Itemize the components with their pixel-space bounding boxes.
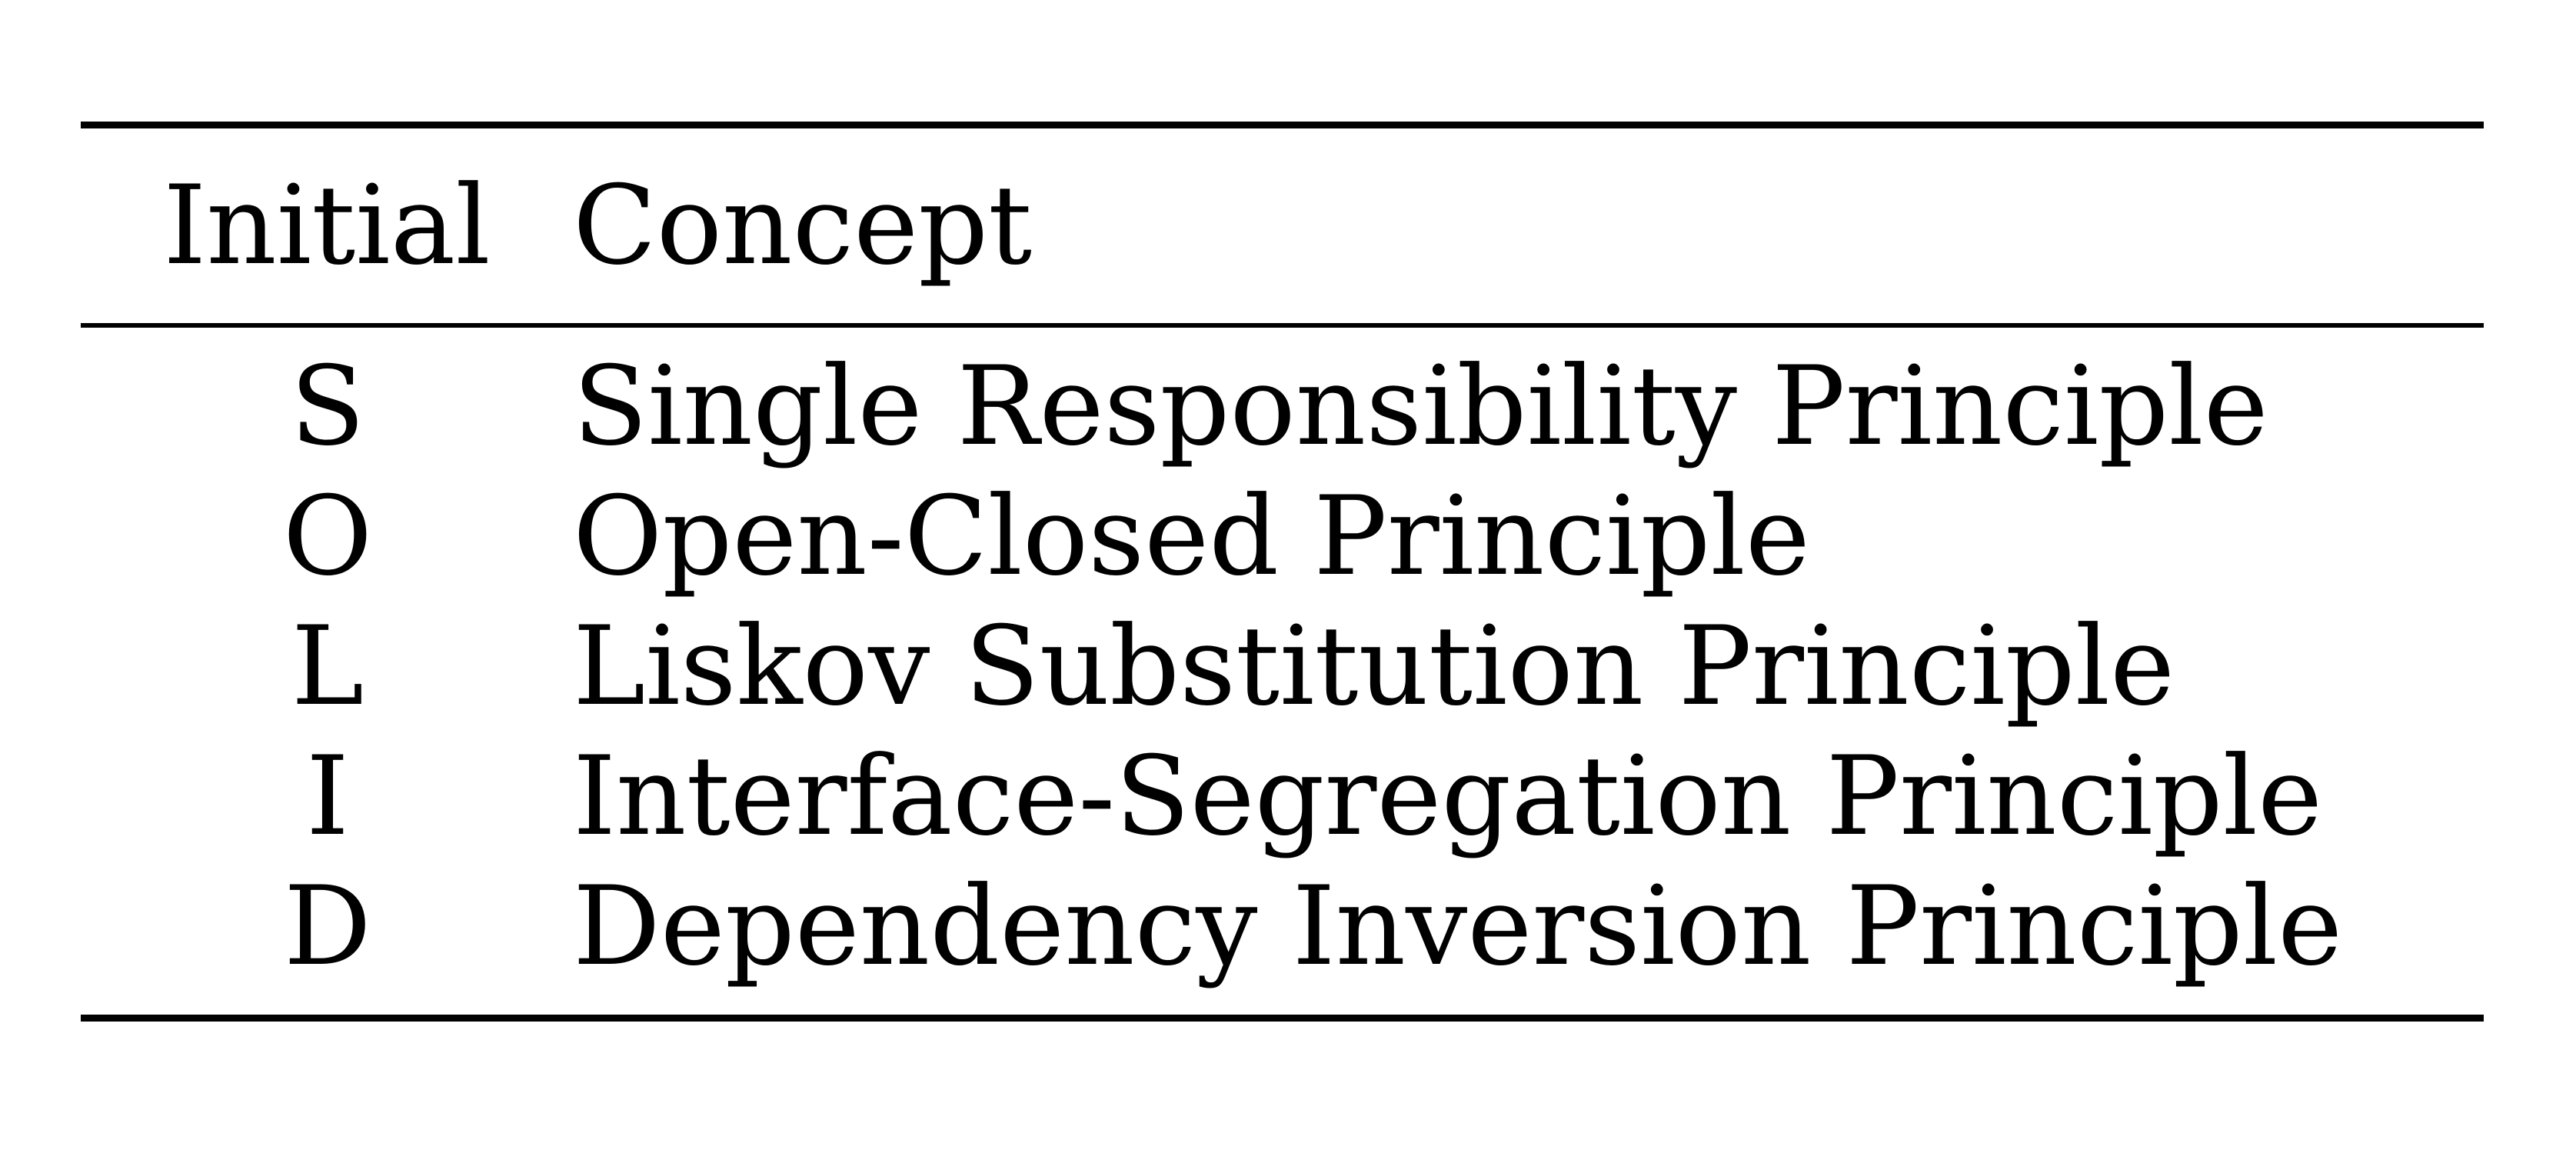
initial-cell: S	[290, 342, 365, 470]
header-rule	[81, 323, 2484, 328]
header-concept: Concept	[573, 162, 1033, 289]
bottom-rule	[81, 1015, 2484, 1022]
table-row: I Interface-Segregation Principle	[81, 732, 2484, 862]
header-row: Initial Concept	[81, 128, 2484, 323]
header-initial: Initial	[163, 162, 491, 289]
initial-cell: L	[291, 602, 364, 730]
concept-cell: Open-Closed Principle	[573, 472, 1810, 600]
solid-table: Initial Concept S Single Responsibility …	[81, 122, 2484, 1022]
concept-cell: Liskov Substitution Principle	[573, 602, 2175, 730]
initial-cell: O	[282, 472, 373, 600]
concept-cell: Interface-Segregation Principle	[573, 732, 2323, 860]
table-row: S Single Responsibility Principle	[81, 342, 2484, 472]
concept-cell: Single Responsibility Principle	[573, 342, 2268, 470]
initial-cell: I	[305, 732, 350, 860]
initial-cell: D	[284, 862, 371, 990]
table-body: S Single Responsibility Principle O Open…	[81, 328, 2484, 1015]
table-row: O Open-Closed Principle	[81, 472, 2484, 602]
table-row: D Dependency Inversion Principle	[81, 862, 2484, 992]
top-rule	[81, 122, 2484, 128]
concept-cell: Dependency Inversion Principle	[573, 862, 2343, 990]
table-row: L Liskov Substitution Principle	[81, 602, 2484, 732]
